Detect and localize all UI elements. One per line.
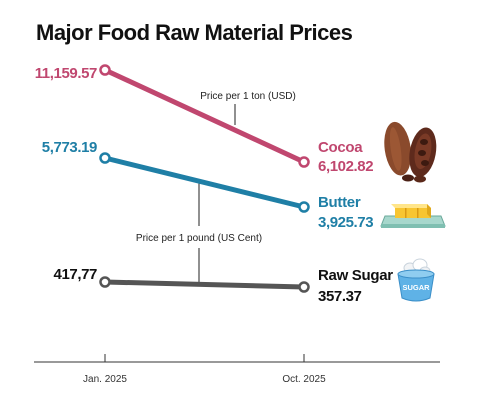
- butter-point-jan: [99, 152, 111, 164]
- butter-line: [102, 155, 307, 210]
- raw-sugar-point-jan: [99, 276, 111, 288]
- cocoa-end-value: 6,102.82: [318, 158, 373, 175]
- butter-point-oct: [298, 201, 310, 213]
- raw-sugar-start-value: 417,77: [54, 266, 98, 283]
- butter-series-name: Butter: [318, 194, 361, 211]
- x-tick-label-jan: Jan. 2025: [83, 374, 127, 385]
- cocoa-series-name: Cocoa: [318, 139, 363, 156]
- x-tick-label-oct: Oct. 2025: [282, 374, 326, 385]
- cocoa-pod-icon: [384, 121, 437, 183]
- raw-sugar-end-value: 357.37: [318, 288, 362, 305]
- raw-sugar-point-oct: [298, 281, 310, 293]
- chart-title: Major Food Raw Material Prices: [36, 20, 353, 45]
- sugar-bowl-label: SUGAR: [402, 283, 430, 292]
- butter-end-value: 3,925.73: [318, 214, 373, 231]
- raw-sugar-series-name: Raw Sugar: [318, 267, 393, 284]
- cocoa-point-oct: [298, 156, 310, 168]
- cocoa-point-jan: [99, 64, 111, 76]
- cocoa-start-value: 11,159.57: [35, 65, 97, 82]
- cocoa-line: [102, 67, 307, 165]
- butter-icon: [380, 204, 446, 228]
- cocoa-unit-note: Price per 1 ton (USD): [200, 91, 296, 102]
- butter-start-value: 5,773.19: [42, 139, 97, 156]
- raw-sugar-line: [102, 279, 307, 290]
- sugar-bowl-icon: SUGAR: [397, 258, 435, 302]
- butter-unit-note: Price per 1 pound (US Cent): [136, 233, 262, 244]
